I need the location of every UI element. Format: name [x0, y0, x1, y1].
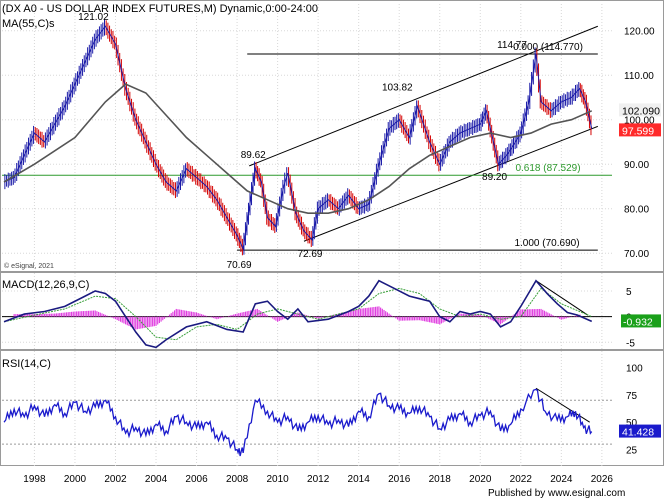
price-annotation-label: 72.69 — [297, 249, 322, 260]
x-tick-label: 2008 — [226, 474, 249, 485]
x-tick-label: 2018 — [429, 474, 452, 485]
macd-trendline — [535, 280, 588, 316]
x-tick-label: 2022 — [510, 474, 533, 485]
rsi-line — [3, 388, 593, 457]
x-tick-label: 2002 — [104, 474, 127, 485]
last-price-label: 97.599 — [622, 125, 654, 137]
ma-indicator-label: MA(55,C)s — [2, 18, 55, 30]
fib-level-label: 0.618 (87.529) — [515, 163, 580, 174]
price-y-tick-label: 70.00 — [624, 249, 649, 260]
price-annotation-label: 89.20 — [482, 172, 507, 183]
price-y-tick-label: 80.00 — [624, 205, 649, 216]
fib-level-label: 0.000 (114.770) — [513, 42, 583, 53]
price-annotation-label: 121.02 — [78, 12, 109, 23]
trendline-channel-lower — [303, 125, 598, 242]
macd-panel-title: MACD(12,26,9,C) — [2, 279, 89, 291]
label-layer: 1998 2000 2002 2004 2006 2008 2010 2012 2014 2016… — [23, 12, 661, 485]
x-tick-label: 2014 — [348, 474, 371, 485]
macd-line — [3, 279, 593, 349]
price-close-line — [3, 25, 593, 251]
macd-y-tick-label: -5 — [626, 338, 635, 349]
x-tick-label: 2026 — [591, 474, 614, 485]
x-tick-label: 2006 — [185, 474, 208, 485]
x-tick-label: 1998 — [23, 474, 46, 485]
x-tick-label: 2024 — [550, 474, 573, 485]
trendline-channel-upper — [249, 25, 598, 167]
macd-last-value-badge — [621, 314, 661, 328]
x-tick-label: 2016 — [388, 474, 411, 485]
ma-last-value-label: 102.090 — [622, 105, 660, 117]
rsi-last-value-label: 41.428 — [622, 427, 654, 439]
price-annotation-label: 114.77 — [497, 40, 527, 51]
price-annotation-label: 103.82 — [382, 83, 413, 94]
x-tick-label: 2020 — [469, 474, 492, 485]
rsi-y-tick-label: 25 — [626, 446, 638, 457]
price-y-tick-label: 120.00 — [624, 27, 655, 38]
x-tick-label: 2004 — [145, 474, 168, 485]
price-y-tick-label: 90.00 — [624, 160, 649, 171]
macd-signal-line — [3, 287, 592, 341]
rsi-y-tick-label: 100 — [626, 363, 643, 374]
rsi-last-value-badge — [619, 424, 661, 438]
copyright-text: © eSignal, 2021 — [4, 262, 54, 270]
ma-last-value-badge — [619, 103, 661, 117]
guide-layer — [2, 25, 612, 423]
chart-title: (DX A0 - US DOLLAR INDEX FUTURES,M) Dyna… — [2, 3, 318, 15]
x-tick-label: 2010 — [266, 474, 289, 485]
price-annotation-label: 70.69 — [227, 260, 252, 271]
price-y-tick-label: 110.00 — [624, 71, 654, 82]
price-annotation-label: 89.62 — [241, 150, 266, 161]
rsi-panel-title: RSI(14,C) — [2, 358, 51, 370]
macd-last-value-label: -0.932 — [623, 316, 653, 328]
rsi-y-tick-label: 75 — [626, 391, 638, 402]
rsi-y-tick-label: 50 — [626, 418, 638, 429]
price-y-tick-label: 100.00 — [624, 116, 655, 127]
macd-y-tick-label: 5 — [626, 287, 632, 298]
fib-level-label: 1.000 (70.690) — [514, 238, 579, 249]
rsi-trendline — [535, 387, 590, 423]
x-tick-label: 2012 — [307, 474, 330, 485]
series-layer — [3, 19, 593, 457]
ma55-line — [3, 83, 593, 214]
last-price-badge — [619, 123, 661, 137]
x-tick-label: 2000 — [64, 474, 87, 485]
publisher-credit: Published by www.esignal.com — [488, 488, 625, 499]
